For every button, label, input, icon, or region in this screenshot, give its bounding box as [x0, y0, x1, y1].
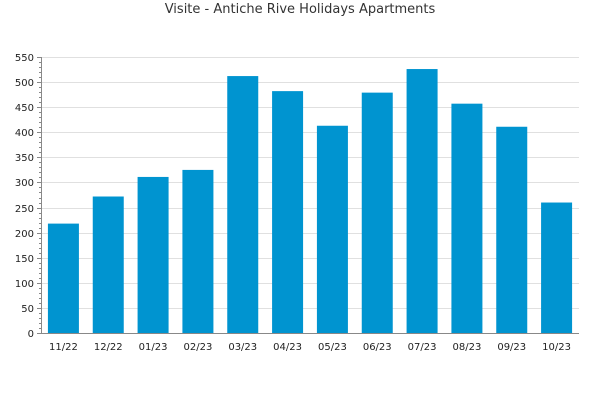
- y-tick-label: 500: [15, 78, 34, 89]
- axes: [37, 57, 579, 334]
- y-tick-label: 450: [15, 103, 34, 114]
- grid-lines: [41, 57, 579, 309]
- bar: [316, 125, 348, 334]
- x-tick-label: 07/23: [408, 342, 437, 353]
- y-tick-labels: 0 50 100 150 200 250 300 350 400 450 500 550: [15, 53, 34, 340]
- x-tick-label: 06/23: [363, 342, 392, 353]
- y-tick-label: 400: [15, 128, 34, 139]
- x-tick-label: 05/23: [318, 342, 347, 353]
- bar: [541, 202, 573, 333]
- y-tick-label: 250: [15, 204, 34, 215]
- x-tick-label: 03/23: [228, 342, 257, 353]
- y-tick-label: 50: [21, 304, 34, 315]
- x-tick-label: 01/23: [139, 342, 168, 353]
- x-tick-label: 02/23: [184, 342, 213, 353]
- x-tick-label: 10/23: [542, 342, 571, 353]
- bar: [406, 69, 438, 333]
- bar: [47, 223, 79, 333]
- bar: [182, 169, 214, 333]
- bar: [451, 103, 483, 333]
- bar: [227, 76, 259, 333]
- bar: [137, 176, 169, 333]
- chart-title: Visite - Antiche Rive Holidays Apartment…: [164, 2, 436, 17]
- x-tick-labels: 11/22 12/22 01/23 02/23 03/23 04/23 05/23 06/23…: [49, 342, 571, 353]
- y-tick-label: 0: [28, 329, 34, 340]
- y-tick-label: 550: [15, 53, 34, 64]
- x-tick-label: 09/23: [497, 342, 526, 353]
- y-tick-label: 200: [15, 229, 34, 240]
- bar: [496, 126, 528, 334]
- bar: [92, 196, 124, 333]
- bar: [272, 91, 304, 334]
- y-tick-label: 100: [15, 279, 34, 290]
- y-tick-label: 350: [15, 153, 34, 164]
- x-tick-label: 08/23: [453, 342, 482, 353]
- x-tick-label: 04/23: [273, 342, 302, 353]
- x-tick-label: 11/22: [49, 342, 78, 353]
- x-tick-label: 12/22: [94, 342, 123, 353]
- bars: [47, 69, 573, 334]
- bar: [361, 92, 393, 333]
- y-tick-label: 150: [15, 254, 34, 265]
- y-tick-label: 300: [15, 178, 34, 189]
